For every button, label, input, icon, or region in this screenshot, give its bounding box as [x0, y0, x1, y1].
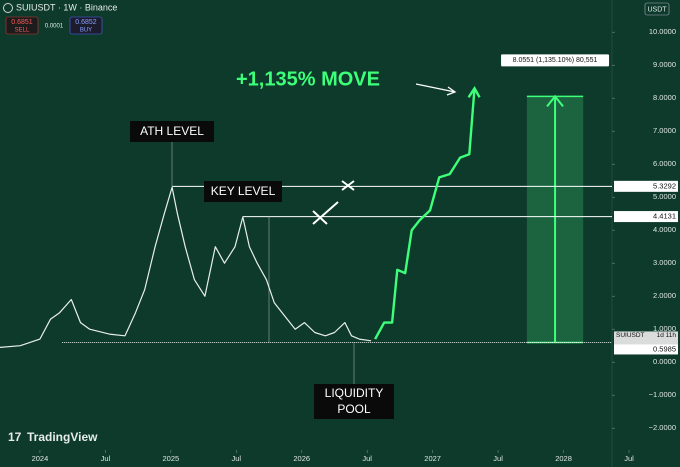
y-tick-label: 10.0000 — [649, 27, 676, 36]
key-box — [204, 181, 282, 202]
measure-label-box — [501, 54, 610, 67]
x-tick-label: 2025 — [162, 454, 179, 463]
liquidity-label: POOL — [337, 402, 371, 416]
spread: 0.0001 — [45, 24, 64, 30]
x-tick-label: Jul — [231, 454, 241, 463]
liquidity-box — [314, 384, 394, 419]
currency-box[interactable] — [644, 2, 670, 16]
current-tag — [614, 331, 678, 348]
x-tick-label: 2028 — [555, 454, 572, 463]
symbol: SUIUSDT · 1W · Binance — [16, 2, 117, 12]
y-tick-label: 8.0000 — [653, 93, 676, 102]
currency: USDT — [647, 6, 667, 13]
ath-box — [130, 121, 214, 142]
x-tick-label: 2026 — [293, 454, 310, 463]
buy-button[interactable] — [69, 16, 103, 35]
price-line — [0, 186, 372, 348]
y-tick-label: 4.0000 — [653, 225, 676, 234]
current-symbol: SUIUSDT — [616, 332, 645, 339]
move-arrow — [415, 83, 457, 96]
y-tick-label: 1.0000 — [653, 324, 676, 333]
liquidity-label: LIQUIDITY — [325, 386, 384, 400]
level-tag — [614, 211, 678, 223]
current-countdown: 1d 11h — [657, 332, 677, 339]
y-tick-label: 2.0000 — [653, 291, 676, 300]
measure-arrow — [546, 94, 564, 343]
x-tick-label: 2027 — [424, 454, 441, 463]
level-tag-label: 5.3292 — [653, 181, 676, 190]
price-line — [374, 88, 476, 340]
buy-label: BUY — [80, 28, 92, 34]
y-tick-label: −1.0000 — [649, 390, 676, 399]
measure-label: 8.0551 (1,135.10%) 80,551 — [513, 57, 598, 64]
sell-price: 0.6851 — [11, 19, 33, 26]
x-tick-label: Jul — [624, 454, 634, 463]
y-tick-label: 0.0000 — [653, 357, 676, 366]
ath-label: ATH LEVEL — [140, 124, 204, 138]
x-tick-label: 2024 — [32, 454, 49, 463]
current-value: 0.5985 — [653, 344, 676, 353]
sell-button[interactable] — [5, 16, 39, 35]
y-tick-label: 6.0000 — [653, 159, 676, 168]
level-tag — [614, 180, 678, 192]
y-tick-label: 5.0000 — [653, 192, 676, 201]
buy-price: 0.6852 — [75, 19, 97, 26]
key-label: KEY LEVEL — [211, 184, 276, 198]
y-tick-label: 3.0000 — [653, 258, 676, 267]
x-tick-label: Jul — [493, 454, 503, 463]
level-tag-label: 4.4131 — [653, 212, 676, 221]
y-tick-label: 7.0000 — [653, 126, 676, 135]
x-marks — [312, 180, 355, 225]
x-tick-label: Jul — [362, 454, 372, 463]
y-tick-label: −2.0000 — [649, 423, 676, 432]
current-value-tag — [614, 344, 678, 355]
projection-arrowhead — [467, 85, 481, 98]
y-tick-label: 9.0000 — [653, 60, 676, 69]
logo: TradingView — [27, 430, 98, 444]
symbol-icon — [3, 3, 13, 13]
x-tick-label: Jul — [101, 454, 111, 463]
logo-mark: 17 — [8, 430, 22, 444]
move-label: +1,135% MOVE — [236, 68, 380, 90]
sell-label: SELL — [15, 28, 30, 34]
